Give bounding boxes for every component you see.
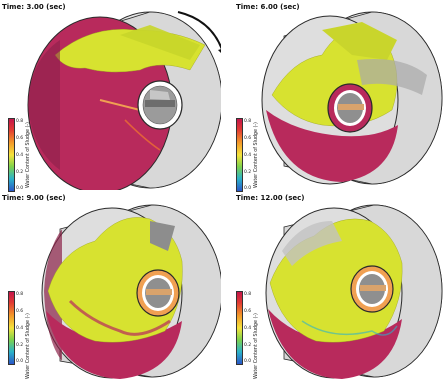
colorbar [8, 291, 15, 365]
panel-t3: Time: 3.00 (sec) 0.8 0.6 0.4 0.2 0.0 Wat… [0, 0, 221, 192]
colorbar-tick: 0.6 [16, 136, 24, 141]
rotation-arrow-icon [177, 11, 221, 50]
time-label: Time: 12.00 (sec) [236, 194, 305, 202]
panel-t9: Time: 9.00 (sec) 0.8 0.6 0.4 0.2 0.0 Wat… [0, 191, 221, 381]
rotation-arrow-head-icon [218, 49, 221, 53]
time-label: Time: 3.00 (sec) [2, 3, 66, 11]
colorbar-tick: 0.2 [16, 170, 24, 175]
colorbar-tick: 0.0 [244, 359, 252, 364]
colorbar-tick: 0.0 [16, 359, 24, 364]
colorbar-tick: 0.2 [244, 343, 252, 348]
colorbar-tick: 0.8 [244, 119, 252, 124]
colorbar-tick: 0.4 [244, 153, 252, 158]
simulation-render [265, 204, 443, 379]
simulation-render [27, 11, 221, 190]
colorbar [8, 118, 15, 192]
colorbar-tick: 0.4 [244, 326, 252, 331]
colorbar-tick: 0.8 [244, 292, 252, 297]
panel-t6: Time: 6.00 (sec) 0.8 0.6 0.4 0.2 0.0 Wat… [222, 0, 443, 192]
colorbar-title: Water Content of Sludge (-) [26, 122, 31, 188]
colorbar-tick: 0.0 [16, 186, 24, 191]
colorbar [236, 118, 243, 192]
colorbar-tick: 0.6 [244, 136, 252, 141]
simulation-render [41, 204, 221, 379]
time-label: Time: 6.00 (sec) [236, 3, 300, 11]
colorbar-tick: 0.8 [16, 119, 24, 124]
colorbar [236, 291, 243, 365]
colorbar-tick: 0.8 [16, 292, 24, 297]
panel-t12: Time: 12.00 (sec) 0.8 0.6 0.4 0.2 0.0 Wa… [222, 191, 443, 381]
colorbar-tick: 0.6 [244, 309, 252, 314]
simulation-render [261, 11, 443, 185]
colorbar-title: Water Content of Sludge (-) [254, 122, 259, 188]
colorbar-tick: 0.2 [16, 343, 24, 348]
colorbar-tick: 0.4 [16, 153, 24, 158]
colorbar-tick: 0.6 [16, 309, 24, 314]
colorbar-title: Water Content of Sludge (-) [254, 313, 259, 379]
time-label: Time: 9.00 (sec) [2, 194, 66, 202]
colorbar-tick: 0.4 [16, 326, 24, 331]
colorbar-tick: 0.0 [244, 186, 252, 191]
colorbar-title: Water Content of Sludge (-) [26, 313, 31, 379]
colorbar-tick: 0.2 [244, 170, 252, 175]
